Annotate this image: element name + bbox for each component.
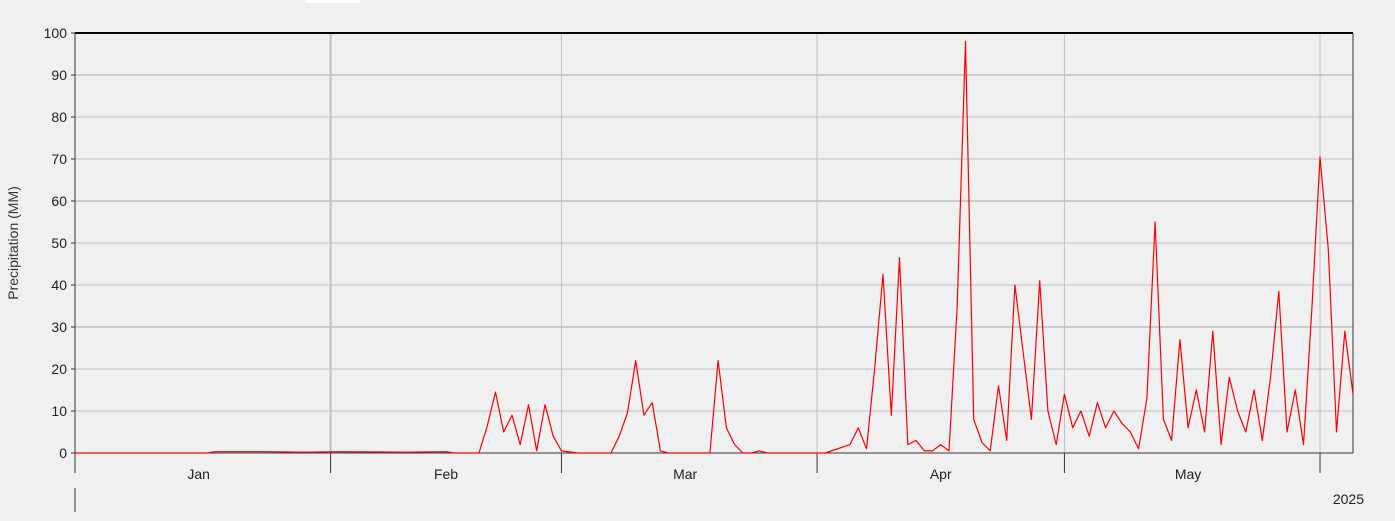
y-tick-label: 60	[51, 193, 67, 209]
y-tick-label: 80	[51, 109, 67, 125]
y-tick-label: 40	[51, 277, 67, 293]
x-tick-label: Feb	[434, 466, 458, 482]
y-tick-label: 70	[51, 151, 67, 167]
y-tick-label: 30	[51, 319, 67, 335]
y-axis-title: Precipitation (MM)	[5, 186, 21, 300]
y-tick-label: 10	[51, 403, 67, 419]
x-tick-label: Jan	[187, 466, 210, 482]
x-tick-label: Mar	[673, 466, 697, 482]
year-label: 2025	[1333, 491, 1364, 507]
x-tick-label: May	[1175, 466, 1201, 482]
y-tick-label: 0	[59, 445, 67, 461]
y-tick-label: 90	[51, 67, 67, 83]
y-tick-label: 100	[44, 25, 68, 41]
top-strip-highlight	[305, 0, 360, 3]
y-tick-label: 20	[51, 361, 67, 377]
y-tick-label: 50	[51, 235, 67, 251]
x-tick-label: Apr	[930, 466, 952, 482]
